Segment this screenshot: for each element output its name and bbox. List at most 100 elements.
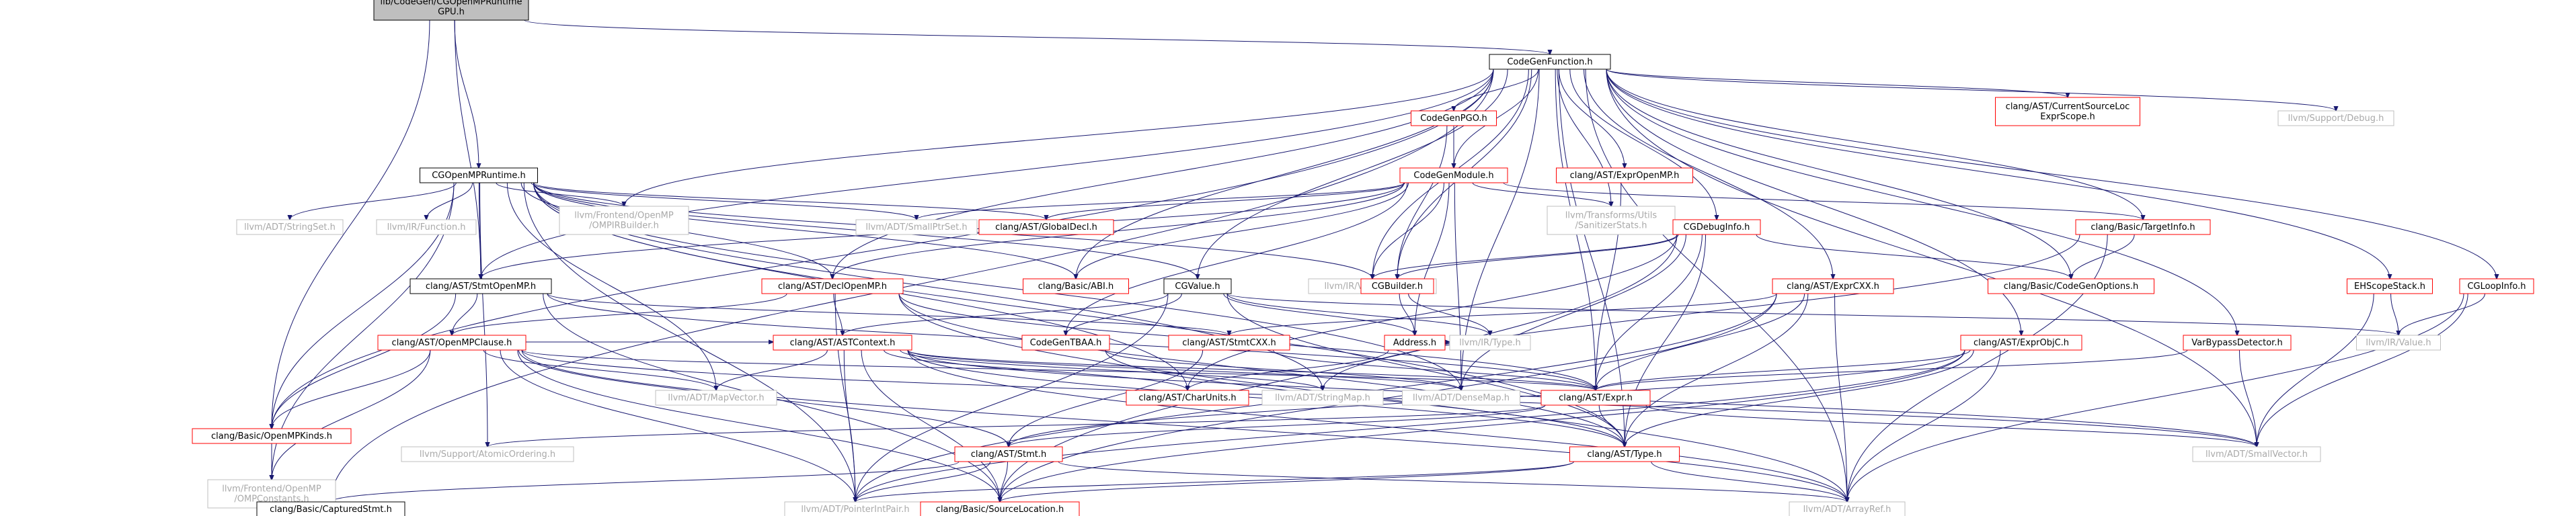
node-codegenfunction[interactable]: CodeGenFunction.h (1489, 54, 1611, 70)
edge-codegenfunction-to-codegenoptions (1606, 69, 2071, 279)
node-label: llvm/Support/AtomicOrdering.h (420, 449, 555, 460)
edge-line (1076, 69, 1494, 279)
node-sourcelocation[interactable]: clang/Basic/SourceLocation.h (920, 501, 1080, 516)
edge-line (1645, 404, 2257, 447)
edge-line (483, 349, 716, 390)
edge-exprobjc-to-arrayref (1847, 349, 2001, 502)
node-type-ir: llvm/IR/Type.h (1449, 335, 1531, 351)
edge-codegenmodule-to-abi (1076, 182, 1409, 279)
node-exprcxx[interactable]: clang/AST/ExprCXX.h (1772, 278, 1894, 294)
edge-root-to-openmpkinds (272, 19, 430, 429)
node-smallptrset: llvm/ADT/SmallPtrSet.h (855, 219, 978, 235)
edge-line (884, 349, 1187, 390)
edge-address-to-charunits (1187, 349, 1389, 390)
node-abi[interactable]: clang/Basic/ABI.h (1023, 278, 1129, 294)
edge-stmtopenmp-to-openmpkinds (272, 293, 457, 429)
edge-line (1847, 293, 2464, 502)
edge-codegenmodule-to-sanitizerstats (1472, 182, 1611, 206)
node-cgbuilder[interactable]: CGBuilder.h (1360, 278, 1434, 294)
edge-line (1058, 461, 1847, 502)
node-varbypassdetector[interactable]: VarBypassDetector.h (2183, 335, 2292, 351)
edge-line (524, 19, 1550, 54)
edge-line (272, 349, 431, 480)
edge-codegenfunction-to-cgdebuginfo (1569, 69, 1717, 220)
node-stmtopenmp[interactable]: clang/AST/StmtOpenMP.h (409, 278, 552, 294)
node-box (954, 446, 1063, 462)
edge-codegenfunction-to-cgloopinfo (1606, 69, 2497, 279)
edge-codegenfunction-to-arrayref (1585, 69, 1847, 502)
node-codegenoptions[interactable]: clang/Basic/CodeGenOptions.h (1988, 278, 2154, 294)
node-codegenmodule[interactable]: CodeGenModule.h (1399, 167, 1508, 183)
node-codegentbaa[interactable]: CodeGenTBAA.h (1021, 335, 1110, 351)
edge-expr-to-smallvector (1645, 404, 2257, 447)
node-stmtcxx[interactable]: clang/AST/StmtCXX.h (1168, 335, 1290, 351)
node-box (377, 335, 526, 351)
edge-line (907, 349, 1596, 390)
edge-line (517, 349, 1000, 502)
node-codegenpgo[interactable]: CodeGenPGO.h (1411, 110, 1497, 126)
node-capturedstmt[interactable]: clang/Basic/CapturedStmt.h (256, 501, 405, 516)
edge-codegenfunction-to-currentsourceloc (1606, 69, 2068, 97)
node-exprobjc[interactable]: clang/AST/ExprObjC.h (1960, 335, 2082, 351)
node-label: llvm/ADT/DenseMap.h (1413, 393, 1510, 403)
node-cgopenmpruntime[interactable]: CGOpenMPRuntime.h (420, 167, 538, 183)
edge-line (716, 349, 828, 390)
node-label: CGDebugInfo.h (1684, 222, 1750, 232)
node-cgvalue[interactable]: CGValue.h (1163, 278, 1232, 294)
edge-line (834, 293, 855, 502)
node-globaldecl[interactable]: clang/AST/GlobalDecl.h (978, 219, 1114, 235)
edge-ehscopestack-to-value_ir (2390, 293, 2398, 335)
node-box (1789, 501, 1906, 516)
edge-exprobjc-to-sourcelocation (1000, 349, 1965, 502)
node-box (256, 501, 405, 516)
edge-line (1397, 234, 1679, 279)
edge-line (833, 293, 843, 335)
edge-exprcxx-to-arrayref (1834, 293, 1847, 502)
node-openmpclause[interactable]: clang/AST/OpenMPClause.h (377, 335, 526, 351)
node-targetinfo[interactable]: clang/Basic/TargetInfo.h (2075, 219, 2211, 235)
node-box (1772, 278, 1894, 294)
node-label: CGBuilder.h (1372, 282, 1423, 292)
edge-codegenfunction-to-openmpkinds (272, 69, 1494, 429)
node-astcontext[interactable]: clang/AST/ASTContext.h (773, 335, 912, 351)
node-label: clang/AST/ExprObjC.h (1974, 338, 2069, 348)
edge-cgopenmpruntime-to-stringset (290, 182, 457, 220)
node-label: clang/Basic/TargetInfo.h (2091, 222, 2195, 232)
edge-line (855, 461, 991, 502)
node-expropenmp[interactable]: clang/AST/ExprOpenMP.h (1556, 167, 1693, 183)
node-debug: llvm/Support/Debug.h (2277, 110, 2394, 126)
node-stmt[interactable]: clang/AST/Stmt.h (954, 446, 1063, 462)
node-box (1261, 390, 1384, 406)
edge-codegenfunction-to-targetinfo (1606, 69, 2143, 220)
edge-line (1834, 293, 1847, 502)
edge-openmpclause-to-smallvector (521, 349, 2257, 447)
edge-line (1503, 182, 2143, 220)
edge-line (1187, 349, 1389, 390)
edge-line (1625, 234, 1707, 447)
edge-line (1272, 349, 1596, 390)
edge-line (1105, 349, 1461, 390)
edge-codegenpgo-to-cgbuilder (1397, 125, 1448, 279)
edge-type_ast-to-pointerintpair (855, 461, 1574, 502)
node-box (1399, 167, 1508, 183)
node-expr[interactable]: clang/AST/Expr.h (1540, 390, 1651, 406)
edge-line (861, 349, 1000, 502)
edge-line (1226, 293, 1490, 335)
node-label: clang/AST/GlobalDecl.h (995, 222, 1097, 232)
node-declopenmp[interactable]: clang/AST/DeclOpenMP.h (761, 278, 904, 294)
edge-openmpclause-to-openmpkinds (272, 349, 431, 429)
node-box (373, 0, 529, 21)
node-address[interactable]: Address.h (1384, 335, 1446, 351)
node-cgdebuginfo[interactable]: CGDebugInfo.h (1672, 219, 1761, 235)
node-cgloopinfo[interactable]: CGLoopInfo.h (2459, 278, 2534, 294)
edge-line (900, 349, 1323, 390)
node-type-ast[interactable]: clang/AST/Type.h (1569, 446, 1680, 462)
edge-expr-to-atomicordering (487, 404, 1546, 447)
edge-openmpclause-to-expr (521, 349, 1596, 390)
node-charunits[interactable]: clang/AST/CharUnits.h (1126, 390, 1249, 406)
edge-line (426, 182, 473, 220)
node-ehscopestack[interactable]: EHScopeStack.h (2347, 278, 2433, 294)
node-openmpkinds[interactable]: clang/Basic/OpenMPKinds.h (192, 428, 352, 444)
